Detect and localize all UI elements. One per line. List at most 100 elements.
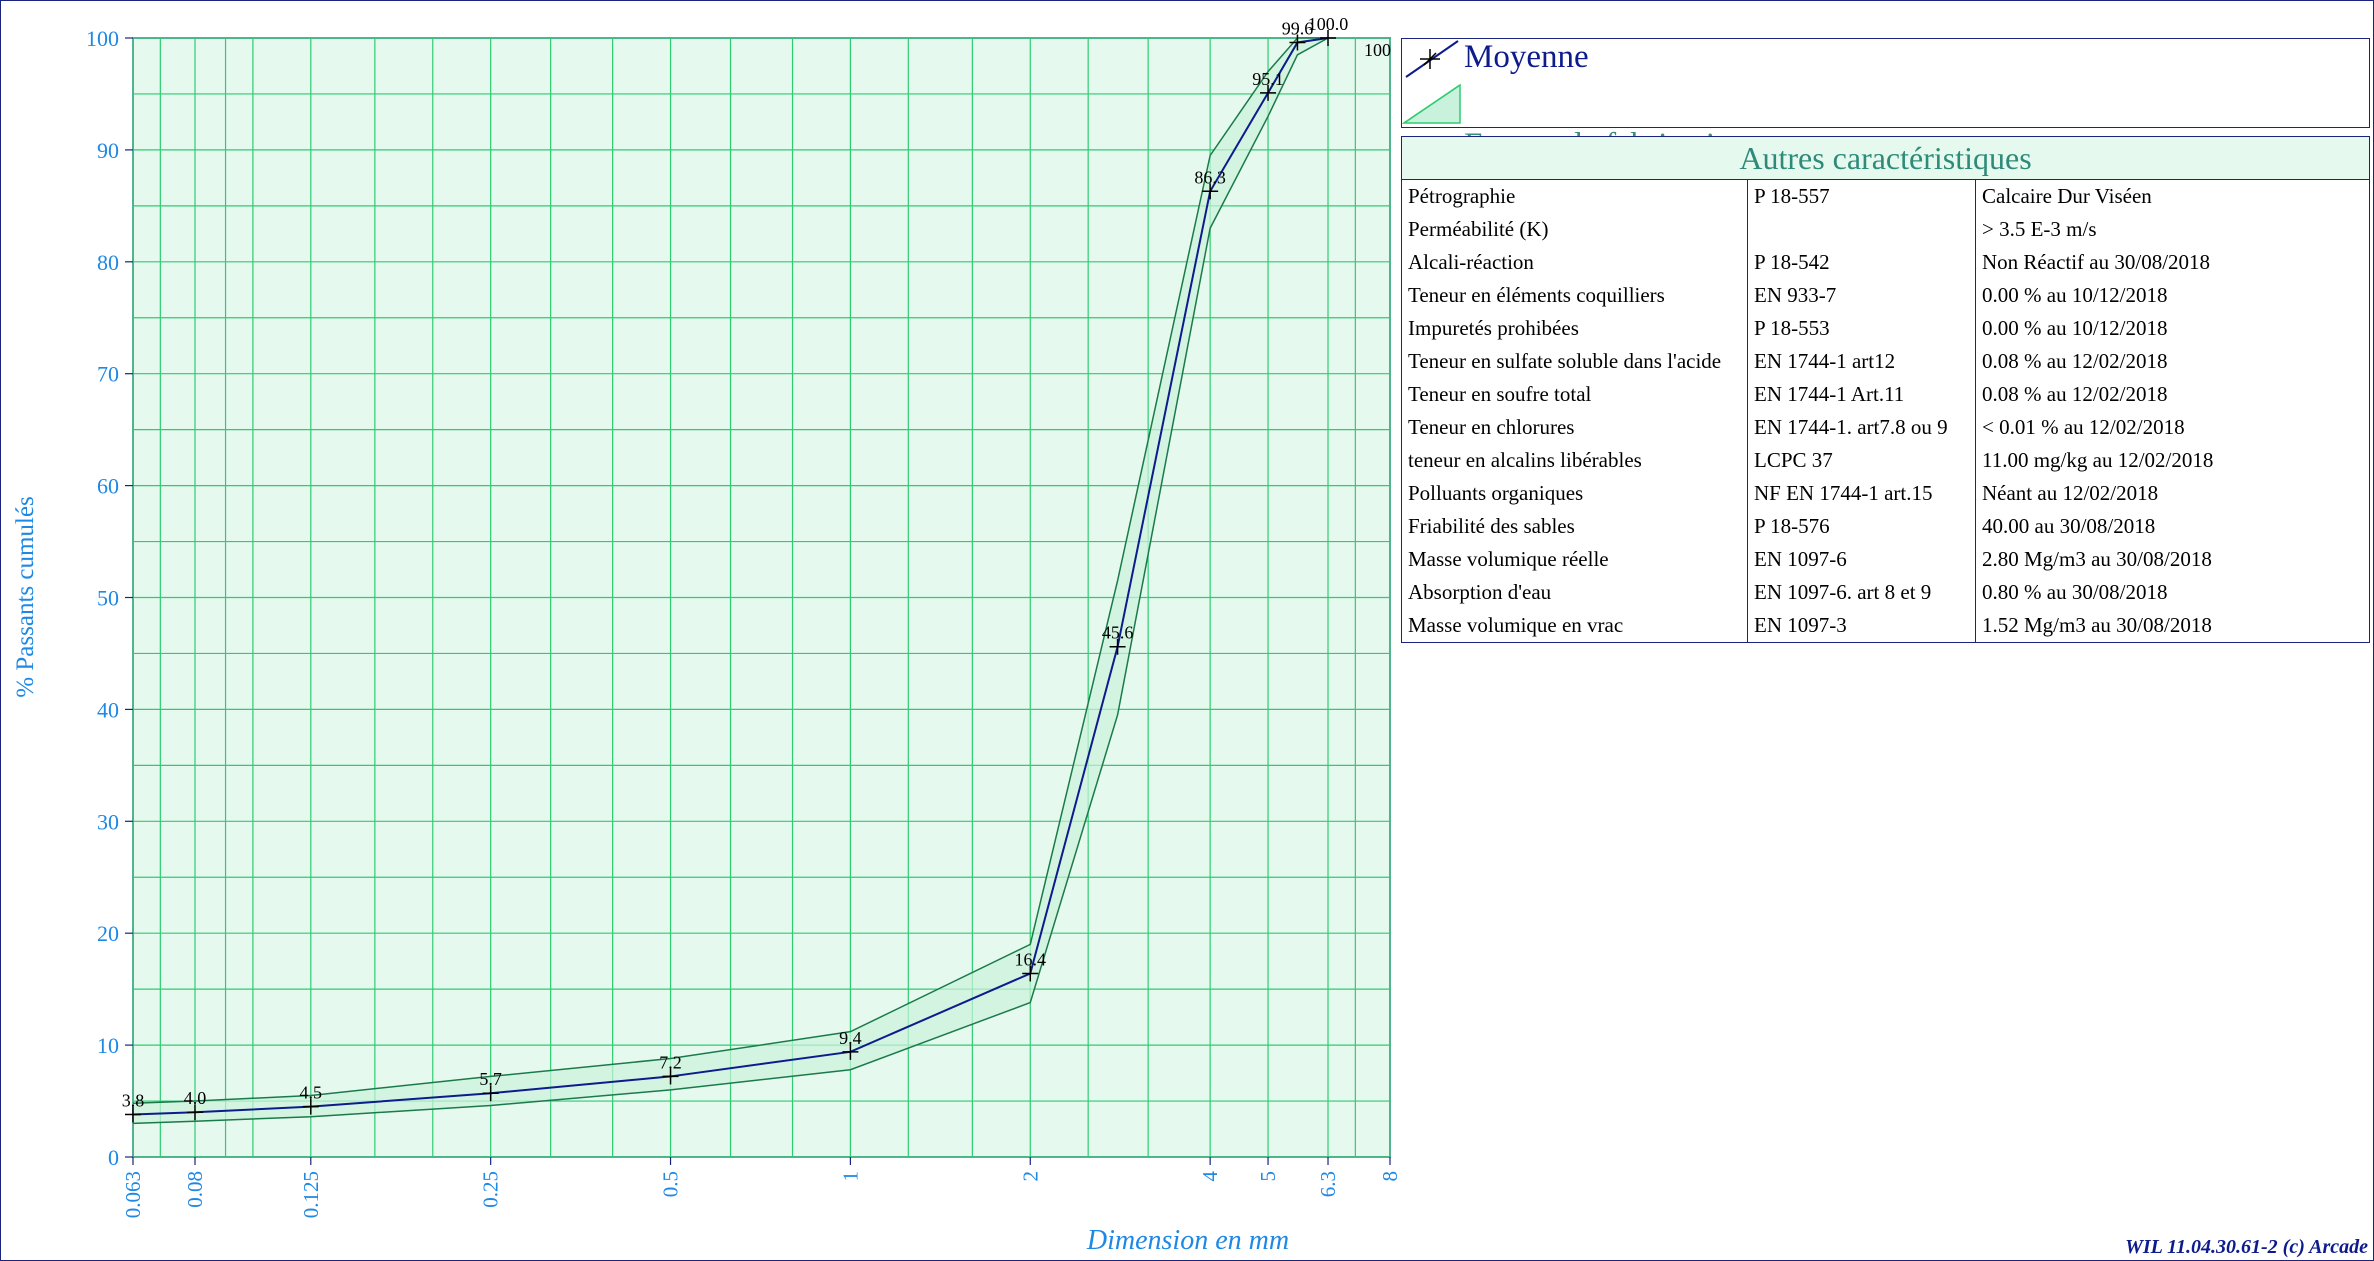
value-cell: 0.80 % au 30/08/2018 <box>1975 576 2369 609</box>
y-tick-labels: 0 10 20 30 40 50 60 70 80 90 100 <box>86 26 133 1170</box>
table-title: Autres caractéristiques <box>1402 137 2369 180</box>
value-cell: 1.52 Mg/m3 au 30/08/2018 <box>1975 609 2369 642</box>
property-cell: Alcali-réaction <box>1408 250 1534 274</box>
band-upper-line <box>132 37 1329 1105</box>
value-cell: 40.00 au 30/08/2018 <box>1975 510 2369 543</box>
x-tick-label: 0.5 <box>659 1171 683 1197</box>
property-cell: Teneur en soufre total <box>1408 382 1592 406</box>
data-label: 3.8 <box>122 1090 145 1110</box>
table-row: Teneur en chlorures EN 1744-1. art7.8 ou … <box>1402 411 2369 444</box>
value-cell: 0.00 % au 10/12/2018 <box>1975 312 2369 345</box>
property-cell: Impuretés prohibées <box>1408 316 1579 340</box>
legend-item-mean: Moyenne <box>1402 39 2369 79</box>
characteristics-grid: Pétrographie P 18-557 Calcaire Dur Viséen P… <box>1402 180 2369 642</box>
band-area-icon <box>1402 83 1461 124</box>
y-axis-label: % Passants cumulés <box>12 496 39 697</box>
value-cell: 2.80 Mg/m3 au 30/08/2018 <box>1975 543 2369 576</box>
table-row: Alcali-réaction P 18-542 Non Réactif au 30… <box>1402 246 2369 279</box>
y-tick-label: 100 <box>86 26 119 51</box>
y-tick-label: 10 <box>97 1033 119 1058</box>
standard-cell <box>1747 213 1976 246</box>
data-label: 100.0 <box>1308 14 1349 34</box>
table-row: Polluants organiques NF EN 1744-1 art.15 N… <box>1402 477 2369 510</box>
table-row: Impuretés prohibées P 18-553 0.00 % au 10/… <box>1402 312 2369 345</box>
table-row: Teneur en éléments coquilliers EN 933-7 0.… <box>1402 279 2369 312</box>
property-cell: Masse volumique réelle <box>1408 547 1609 571</box>
table-row: Pétrographie P 18-557 Calcaire Dur Viséen <box>1402 180 2369 213</box>
value-cell: 11.00 mg/kg au 12/02/2018 <box>1975 444 2369 477</box>
mean-series: 3.8 4.0 4.55.77.29.416.445.686.395.199.610… <box>122 14 1391 1123</box>
x-tick-label: 0.08 <box>183 1171 207 1208</box>
property-cell: Absorption d'eau <box>1408 580 1552 604</box>
y-tick-label: 0 <box>108 1145 119 1170</box>
x-tick-labels: 0.063 0.08 0.125 0.25 0.5 1 2 4 5 6.3 8 <box>121 1157 1400 1218</box>
legend-item-band: Fuseau de fabrication <box>1402 83 2369 163</box>
data-label: 7.2 <box>659 1052 682 1072</box>
legend-label-mean: Moyenne <box>1464 39 1589 75</box>
characteristics-table: Autres caractéristiques Pétrographie P 18… <box>1401 136 2370 643</box>
value-cell: > 3.5 E-3 m/s <box>1975 213 2369 246</box>
property-cell: Friabilité des sables <box>1408 514 1575 538</box>
data-label: 4.0 <box>184 1088 207 1108</box>
property-cell: Perméabilité (K) <box>1408 217 1549 241</box>
standard-cell: EN 1744-1. art7.8 ou 9 <box>1747 411 1976 444</box>
standard-cell: EN 1097-3 <box>1747 609 1976 642</box>
data-label: 16.4 <box>1015 949 1047 969</box>
property-cell: Teneur en éléments coquilliers <box>1408 283 1665 307</box>
grading-chart: 3.8 4.0 4.55.77.29.416.445.686.395.199.610… <box>12 14 1400 1256</box>
y-tick-label: 90 <box>97 138 119 163</box>
table-row: teneur en alcalins libérables LCPC 37 11.0… <box>1402 444 2369 477</box>
y-tick-label: 50 <box>97 586 119 611</box>
data-label: 4.5 <box>300 1083 323 1103</box>
data-label: 99.6 <box>1282 18 1314 38</box>
y-tick-label: 30 <box>97 809 119 834</box>
x-axis-label: Dimension en mm <box>1086 1225 1289 1256</box>
standard-cell: EN 1097-6. art 8 et 9 <box>1747 576 1976 609</box>
table-row: Teneur en sulfate soluble dans l'acide EN… <box>1402 345 2369 378</box>
x-tick-label: 1 <box>838 1171 862 1182</box>
value-cell: 0.00 % au 10/12/2018 <box>1975 279 2369 312</box>
data-label: 95.1 <box>1252 69 1284 89</box>
data-label-extra: 100 <box>1364 40 1391 60</box>
standard-cell: EN 933-7 <box>1747 279 1976 312</box>
property-cell: Pétrographie <box>1408 184 1516 208</box>
value-cell: Néant au 12/02/2018 <box>1975 477 2369 510</box>
standard-cell: EN 1744-1 Art.11 <box>1747 378 1976 411</box>
property-cell: Polluants organiques <box>1408 481 1584 505</box>
legend: Moyenne Fuseau de fabrication <box>1401 38 2370 163</box>
y-tick-label: 60 <box>97 474 119 499</box>
property-cell: teneur en alcalins libérables <box>1408 448 1642 472</box>
property-cell: Masse volumique en vrac <box>1408 613 1624 637</box>
table-row: Perméabilité (K) > 3.5 E-3 m/s <box>1402 213 2369 246</box>
standard-cell: P 18-557 <box>1747 180 1976 213</box>
value-cell: Calcaire Dur Viséen <box>1975 180 2369 213</box>
y-tick-label: 20 <box>97 921 119 946</box>
table-row: Absorption d'eau EN 1097-6. art 8 et 9 0.8… <box>1402 576 2369 609</box>
x-tick-label: 5 <box>1256 1171 1280 1182</box>
x-tick-label: 0.063 <box>121 1171 145 1218</box>
x-tick-label: 0.25 <box>479 1171 503 1208</box>
mean-line <box>132 37 1329 1116</box>
table-row: Masse volumique réelle EN 1097-6 2.80 Mg/m… <box>1402 543 2369 576</box>
standard-cell: P 18-553 <box>1747 312 1976 345</box>
x-tick-label: 6.3 <box>1316 1171 1340 1197</box>
x-tick-label: 4 <box>1198 1171 1222 1182</box>
value-cell: < 0.01 % au 12/02/2018 <box>1975 411 2369 444</box>
x-tick-label: 8 <box>1378 1171 1400 1182</box>
standard-cell: EN 1744-1 art12 <box>1747 345 1976 378</box>
band-lower-line <box>132 37 1329 1125</box>
table-row: Teneur en soufre total EN 1744-1 Art.11 0.… <box>1402 378 2369 411</box>
x-tick-label: 0.125 <box>299 1171 323 1218</box>
x-tick-label: 2 <box>1018 1171 1042 1182</box>
standard-cell: P 18-542 <box>1747 246 1976 279</box>
property-cell: Teneur en chlorures <box>1408 415 1575 439</box>
standard-cell: NF EN 1744-1 art.15 <box>1747 477 1976 510</box>
y-tick-label: 40 <box>97 697 119 722</box>
standard-cell: LCPC 37 <box>1747 444 1976 477</box>
standard-cell: EN 1097-6 <box>1747 543 1976 576</box>
table-row: Friabilité des sables P 18-576 40.00 au 30… <box>1402 510 2369 543</box>
mean-line-icon <box>1405 40 1459 78</box>
band-area <box>132 37 1329 1125</box>
standard-cell: P 18-576 <box>1747 510 1976 543</box>
y-tick-label: 70 <box>97 362 119 387</box>
